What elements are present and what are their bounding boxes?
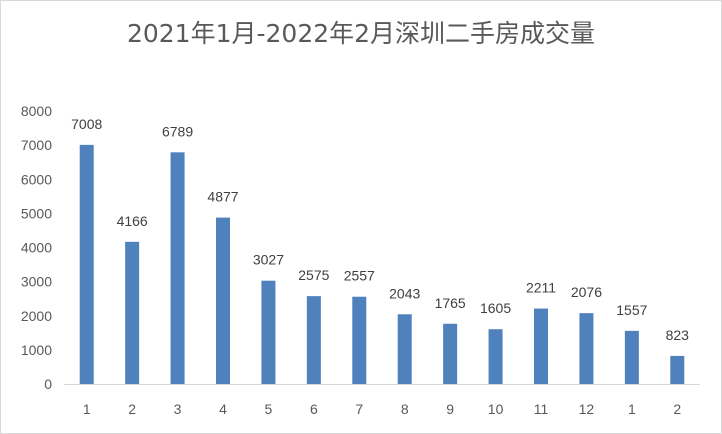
x-tick-label: 2 [673, 401, 681, 417]
x-tick-label: 1 [83, 401, 91, 417]
data-label: 2575 [298, 267, 329, 283]
x-tick-label: 5 [265, 401, 273, 417]
data-label: 2557 [344, 268, 375, 284]
bar [579, 313, 594, 384]
y-tick-label: 7000 [21, 137, 52, 153]
x-tick-label: 9 [446, 401, 454, 417]
data-label: 2076 [571, 284, 602, 300]
bars-group [79, 144, 685, 384]
data-label: 823 [666, 327, 690, 343]
y-tick-label: 6000 [21, 171, 52, 187]
bar [125, 241, 140, 384]
bar [170, 152, 185, 384]
data-label: 4877 [207, 189, 238, 205]
bar [624, 330, 639, 384]
data-label: 1765 [435, 295, 466, 311]
data-label: 3027 [253, 252, 284, 268]
bar [534, 308, 548, 384]
y-tick-label: 4000 [21, 240, 52, 256]
bar [443, 323, 458, 384]
data-label: 7008 [71, 116, 102, 132]
data-label: 4166 [117, 213, 148, 229]
x-tick-label: 12 [579, 401, 595, 417]
x-axis-tick-labels: 1 2 3 4 5 6 7 8 9 10 11 12 1 2 [83, 401, 682, 417]
bar [79, 144, 94, 384]
y-axis-tick-labels: 0 1000 2000 3000 4000 5000 6000 7000 8000 [21, 103, 52, 392]
x-tick-label: 1 [628, 401, 636, 417]
data-label: 1557 [616, 302, 647, 318]
data-labels-group: 7008 4166 6789 4877 3027 2575 2557 2043 1765 1605… [71, 116, 689, 343]
y-tick-label: 5000 [21, 205, 52, 221]
bar [670, 355, 685, 384]
y-tick-label: 3000 [21, 274, 52, 290]
bar [306, 296, 321, 384]
x-tick-label: 10 [488, 401, 504, 417]
data-label: 6789 [162, 123, 193, 139]
y-tick-label: 8000 [21, 103, 52, 119]
x-tick-label: 4 [219, 401, 227, 417]
x-tick-label: 8 [401, 401, 409, 417]
x-tick-label: 2 [128, 401, 136, 417]
y-tick-label: 1000 [21, 342, 52, 358]
bar [216, 217, 230, 384]
bar [261, 280, 276, 384]
y-tick-label: 2000 [21, 308, 52, 324]
x-tick-label: 6 [310, 401, 318, 417]
bar [352, 296, 367, 384]
x-tick-label: 3 [174, 401, 182, 417]
x-tick-label: 11 [534, 401, 549, 417]
x-tick-label: 7 [355, 401, 363, 417]
y-tick-label: 0 [44, 376, 52, 392]
bar [397, 314, 412, 384]
data-label: 2211 [526, 280, 556, 296]
chart-title: 2021年1月-2022年2月深圳二手房成交量 [126, 19, 596, 48]
bar [488, 329, 503, 384]
data-label: 2043 [389, 285, 420, 301]
data-label: 1605 [480, 300, 511, 316]
